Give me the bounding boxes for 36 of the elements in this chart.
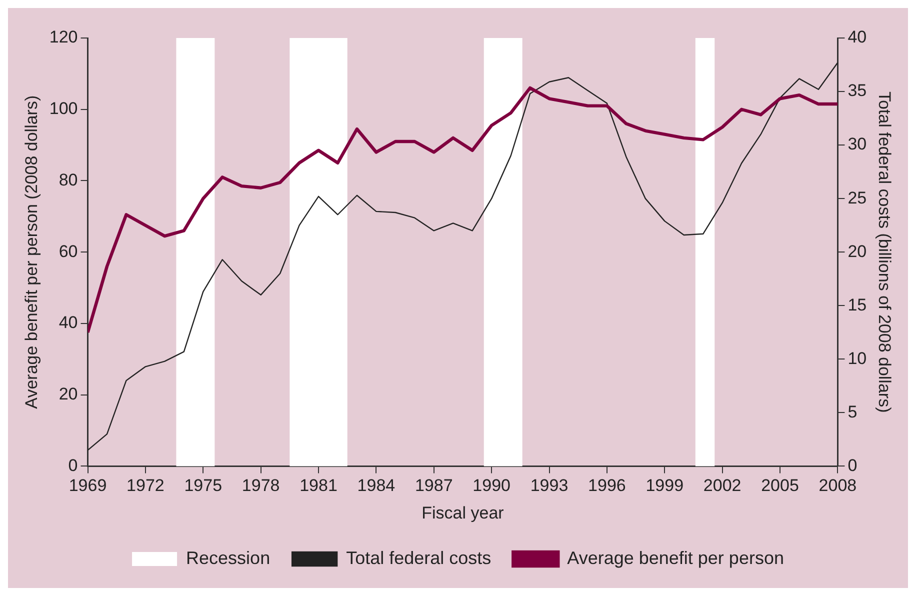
x-tick-label: 1993 [530, 476, 568, 496]
y2-tick-label: 15 [848, 295, 867, 314]
x-tick-label: 2002 [703, 476, 742, 496]
x-tick-label: 1972 [126, 476, 164, 496]
x-tick-label: 1969 [68, 476, 107, 496]
y2-tick-label: 0 [848, 456, 858, 475]
x-tick-label: 1999 [646, 476, 684, 496]
x-tick-label: 1984 [357, 476, 396, 496]
y-tick-label: 100 [49, 99, 78, 118]
y2-tick-label: 10 [848, 348, 867, 368]
y2-tick-label: 40 [848, 28, 867, 47]
legend-label: Average benefit per person [567, 548, 784, 568]
x-tick-label: 1978 [242, 476, 280, 496]
x-tick-label: 2008 [818, 476, 857, 496]
y2-tick-label: 5 [848, 402, 858, 422]
y2-tick-label: 20 [848, 242, 867, 261]
y-tick-label: 60 [58, 242, 78, 261]
legend-label: Recession [186, 548, 270, 568]
y2-tick-label: 35 [848, 81, 867, 100]
y-tick-label: 0 [68, 456, 78, 475]
y-tick-label: 120 [49, 28, 78, 47]
x-tick-label: 1975 [184, 476, 222, 496]
x-tick-label: 1996 [588, 476, 626, 496]
y2-axis-title: Total federal costs (billions of 2008 dollars) [875, 91, 894, 413]
x-tick-label: 2005 [761, 476, 799, 496]
x-axis-title: Fiscal year [422, 503, 504, 522]
y-axis-title: Average benefit per person (2008 dollars) [22, 95, 41, 409]
legend-label: Total federal costs [346, 548, 492, 568]
x-tick-label: 1981 [300, 476, 338, 496]
x-tick-label: 1990 [472, 476, 510, 496]
y-tick-label: 80 [58, 170, 78, 190]
y2-tick-label: 30 [848, 134, 867, 154]
y-tick-label: 20 [58, 384, 78, 404]
y-tick-label: 40 [58, 313, 78, 332]
x-tick-label: 1987 [414, 476, 453, 496]
y2-tick-label: 25 [848, 188, 867, 208]
